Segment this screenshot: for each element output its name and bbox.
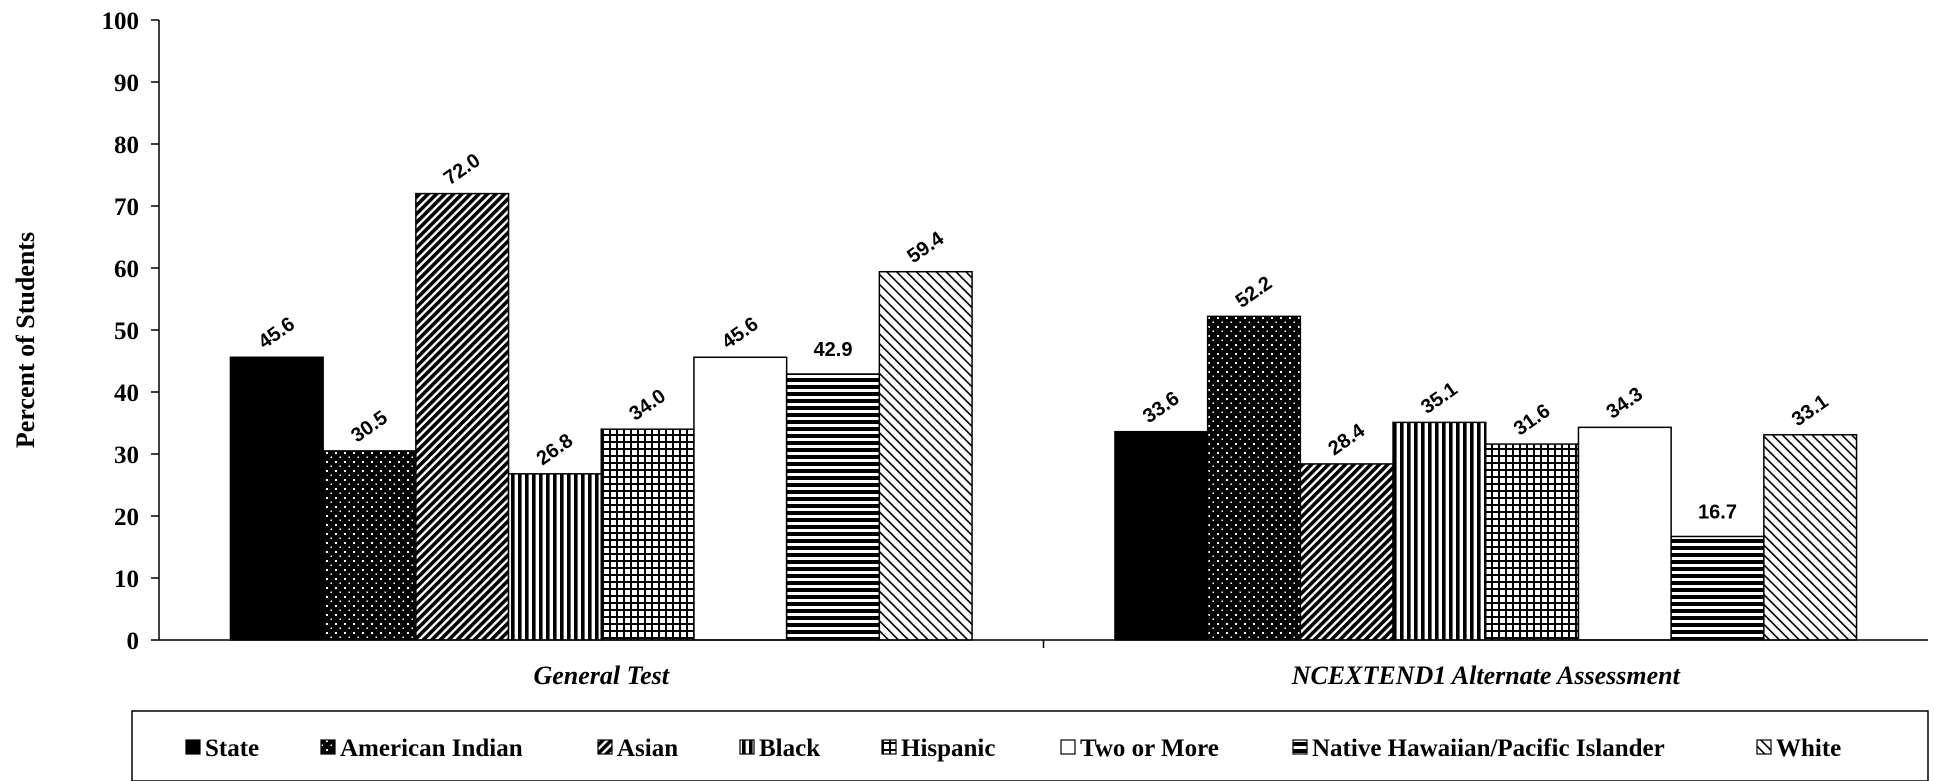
legend-item-black: Black [739,735,820,762]
y-tick-label: 0 [127,628,140,655]
y-tick-label: 50 [114,318,139,345]
bar-white-general-test [878,270,973,641]
legend-label-white: White [1776,735,1841,762]
bar-black-ncextend1-alternate-assessment [1392,421,1487,641]
legend-item-hispanic: Hispanic [881,735,995,762]
data-label-white-general-test: 59.4 [903,227,948,268]
bar-series [229,192,1858,641]
bar-state-ncextend1-alternate-assessment [1114,430,1209,641]
y-axis-title: Percent of Students [11,232,40,448]
y-tick-label: 40 [114,380,139,407]
bar-asian-ncextend1-alternate-assessment [1299,463,1394,641]
bar-american-indian-general-test [322,450,417,641]
bar-black-general-test [507,473,602,641]
bar-native-hawaiian-pacific-islander-general-test [785,373,881,641]
data-label-hispanic-general-test: 34.0 [625,385,670,425]
data-label-black-general-test: 26.8 [533,430,578,470]
y-tick-label: 30 [114,442,139,469]
data-label-american-indian-general-test: 30.5 [347,407,392,447]
y-tick-label: 90 [114,70,139,97]
data-label-hispanic-ncextend1-alternate-assessment: 31.6 [1510,400,1555,440]
data-label-asian-general-test: 72.0 [440,149,485,189]
legend-swatch-state [185,739,201,755]
category-label-ncextend1-alternate-assessment: NCEXTEND1 Alternate Assessment [1291,661,1681,690]
legend-label-state: State [205,735,259,762]
bar-hispanic-general-test [600,428,695,641]
bar-hispanic-ncextend1-alternate-assessment [1485,443,1580,641]
legend-swatch-white [1756,739,1772,755]
y-tick-label: 20 [114,504,139,531]
legend-item-state: State [185,735,259,762]
data-label-black-ncextend1-alternate-assessment: 35.1 [1417,378,1462,418]
legend-label-hispanic: Hispanic [901,735,995,762]
legend-swatch-native-hawaiian-pacific-islander [1292,739,1308,755]
legend-swatch-hispanic [881,739,897,755]
legend-item-american-indian: American Indian [320,735,523,762]
legend-item-native-hawaiian-pacific-islander: Native Hawaiian/Pacific Islander [1292,735,1665,762]
data-label-native-hawaiian-pacific-islander-general-test: 42.9 [814,339,853,361]
data-label-state-ncextend1-alternate-assessment: 33.6 [1139,388,1184,428]
data-label-white-ncextend1-alternate-assessment: 33.1 [1788,391,1833,431]
y-tick-label: 10 [114,566,139,593]
bar-american-indian-ncextend1-alternate-assessment [1206,315,1302,641]
data-label-native-hawaiian-pacific-islander-ncextend1-alternate-assessment: 16.7 [1698,501,1737,523]
legend: State American Indian Asian Black Hispanic Tw… [131,710,1929,781]
data-label-asian-ncextend1-alternate-assessment: 28.4 [1324,419,1369,460]
y-tick-label: 60 [114,256,139,283]
data-label-two-or-more-general-test: 45.6 [718,313,763,353]
legend-swatch-asian [597,739,613,755]
y-tick-label: 80 [114,132,139,159]
bar-native-hawaiian-pacific-islander-ncextend1-alternate-assessment [1670,535,1765,641]
y-tick-label: 100 [102,8,140,35]
category-label-general-test: General Test [533,661,669,690]
category-labels: General Test NCEXTEND1 Alternate Assessme… [533,661,1680,690]
bar-state-general-test [229,356,324,641]
legend-label-native-hawaiian-pacific-islander: Native Hawaiian/Pacific Islander [1312,735,1665,762]
legend-swatch-two-or-more [1060,739,1076,755]
legend-swatch-american-indian [320,739,336,755]
bar-asian-general-test [415,192,510,641]
legend-label-asian: Asian [617,735,678,762]
axes [158,20,1928,648]
legend-label-black: Black [759,735,820,762]
legend-box [131,710,1929,781]
data-label-two-or-more-ncextend1-alternate-assessment: 34.3 [1603,383,1648,423]
legend-label-two-or-more: Two or More [1080,735,1219,762]
data-label-state-general-test: 45.6 [255,313,300,353]
data-label-american-indian-ncextend1-alternate-assessment: 52.2 [1232,272,1277,312]
legend-item-two-or-more: Two or More [1060,735,1219,762]
y-tick-label: 70 [114,194,139,221]
legend-item-white: White [1756,735,1841,762]
legend-label-american-indian: American Indian [340,735,523,762]
y-axis-ticks: 0 10 20 30 40 50 60 70 80 90 100 [102,8,159,655]
bar-two-or-more-ncextend1-alternate-assessment [1577,426,1672,641]
bar-white-ncextend1-alternate-assessment [1763,434,1858,641]
legend-item-asian: Asian [597,735,678,762]
legend-swatch-black [739,739,755,755]
bar-two-or-more-general-test [693,356,788,641]
